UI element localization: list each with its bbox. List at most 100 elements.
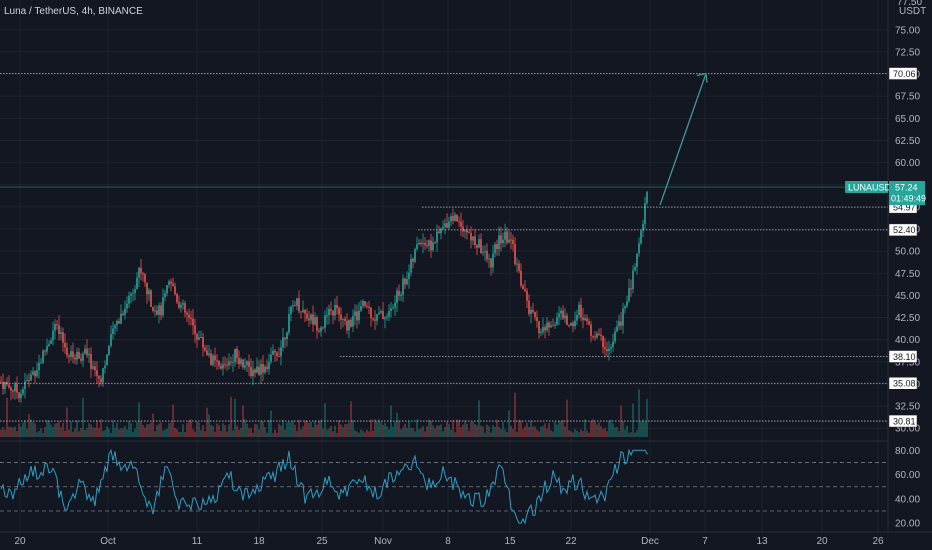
volume-bar [638, 389, 640, 437]
candle-body [38, 362, 40, 371]
volume-bar [644, 421, 646, 437]
volume-bar [414, 431, 416, 437]
volume-bar [328, 428, 330, 437]
symbol-title[interactable]: Luna / TetherUS, 4h, BINANCE [4, 6, 143, 17]
candle-body [280, 347, 282, 357]
candle-body [598, 333, 600, 335]
candle-body [206, 350, 208, 356]
volume-bar [206, 407, 208, 437]
candle-body [482, 252, 484, 254]
volume-bar [210, 424, 212, 437]
volume-bar [46, 419, 48, 437]
projection-arrowhead [696, 72, 708, 83]
candle-body [40, 362, 42, 364]
volume-bar [208, 414, 210, 437]
candle-body [70, 351, 72, 357]
candle-body [344, 318, 346, 321]
candle-body [336, 304, 338, 309]
volume-bar [4, 429, 6, 437]
volume-bar [280, 425, 282, 437]
level-tag-bg [888, 67, 918, 80]
volume-bar [550, 430, 552, 437]
candle-body [446, 223, 448, 228]
volume-bar [42, 432, 44, 437]
volume-bar [12, 428, 14, 437]
volume-bar [366, 429, 368, 437]
candle-body [118, 320, 120, 324]
candle-body [424, 242, 426, 246]
candle-body [252, 369, 254, 377]
candle-body [166, 285, 168, 294]
candle-body [494, 244, 496, 254]
candle-body [560, 310, 562, 314]
volume-bar [482, 426, 484, 437]
candle-body [640, 230, 642, 244]
candle-body [574, 320, 576, 327]
candle-body [52, 330, 54, 341]
candle-body [184, 303, 186, 313]
volume-bar [22, 422, 24, 437]
candle-body [96, 370, 98, 376]
candle-body [478, 239, 480, 248]
volume-bar [284, 429, 286, 437]
volume-bar [374, 419, 376, 437]
candle-body [476, 245, 478, 248]
price-tick-label: 30.00 [895, 424, 920, 435]
candle-body [542, 327, 544, 332]
candle-body [304, 309, 306, 314]
volume-bar [252, 432, 254, 437]
candle-body [400, 295, 402, 297]
candle-body [592, 335, 594, 337]
volume-bar [610, 419, 612, 437]
candle-body [16, 383, 18, 393]
projection-arrow[interactable] [659, 72, 708, 206]
volume-bar [556, 424, 558, 437]
volume-bar [600, 425, 602, 437]
rsi-axis[interactable]: 80.00 60.00 40.00 20.00 [895, 446, 920, 530]
horizontal-levels[interactable] [0, 73, 888, 422]
volume-bar [520, 420, 522, 437]
candle-body [300, 311, 302, 313]
candle-body [522, 285, 524, 289]
candle-body [236, 348, 238, 358]
time-axis[interactable]: 20 Oct 11 18 25 Nov 8 15 22 Dec 7 13 20 26 [14, 536, 884, 547]
candle-body [186, 312, 188, 315]
volume-bar [384, 423, 386, 437]
candle-body [148, 290, 150, 295]
volume-bar [442, 431, 444, 437]
volume-bar [156, 425, 158, 437]
volume-bar [164, 429, 166, 437]
candle-body [638, 243, 640, 254]
candle-body [284, 337, 286, 339]
candle-body [352, 315, 354, 327]
volume-bar [170, 422, 172, 437]
volume-bar [640, 421, 642, 437]
volume-bar [68, 429, 70, 437]
candle-body [634, 267, 636, 271]
volume-bar [488, 426, 490, 437]
volume-bar [160, 422, 162, 437]
candle-body [570, 322, 572, 326]
candle-body [328, 308, 330, 316]
volume-bar [298, 419, 300, 437]
candle-body [596, 333, 598, 338]
candle-body [444, 223, 446, 227]
volume-bar [430, 420, 432, 437]
candle-body [276, 352, 278, 357]
time-tick-label: Nov [374, 536, 392, 547]
price-tick-label: 50.00 [895, 247, 920, 258]
volume-bar [132, 432, 134, 437]
volume-bar [200, 430, 202, 437]
candle-body [458, 221, 460, 223]
volume-bar [424, 431, 426, 437]
volume-bar [26, 428, 28, 437]
candle-body [396, 290, 398, 304]
candle-body [382, 311, 384, 320]
price-tags: 70.06 54.97 52.40 38.10 35.08 30.81 LUNAUSDT57… [845, 67, 926, 428]
volume-bar [316, 424, 318, 437]
volume-bar [396, 412, 398, 437]
time-tick-label: 13 [756, 536, 768, 547]
volume-bar [290, 422, 292, 437]
volume-bar [198, 422, 200, 437]
